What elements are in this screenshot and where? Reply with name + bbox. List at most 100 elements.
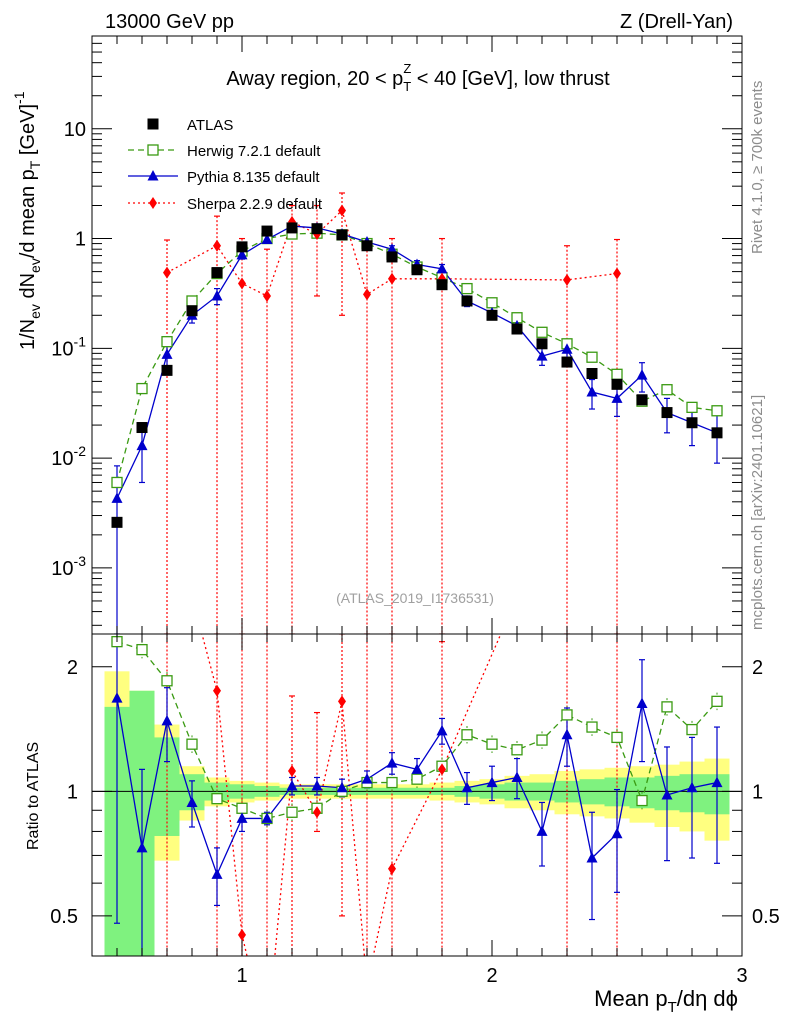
ratio-herwig-point	[511, 744, 523, 756]
ratio-herwig-point	[536, 734, 548, 746]
ratio-y-tick-label-left: 1	[67, 781, 78, 803]
atlas-point	[386, 251, 398, 263]
ratio-y-tick-label-left: 0.5	[50, 906, 78, 928]
ratio-sherpa-point	[238, 928, 246, 941]
header-right: Z (Drell-Yan)	[620, 11, 733, 33]
ratio-pythia-point	[361, 773, 373, 784]
legend: ATLAS Herwig 7.2.1 default Pythia 8.135 de…	[128, 117, 323, 213]
y-tick-label: 10-2	[51, 443, 86, 470]
ratio-herwig-point	[586, 721, 598, 733]
pythia-point	[536, 350, 548, 361]
x-tick-label: 3	[736, 965, 747, 987]
atlas-point	[711, 427, 723, 439]
ratio-sherpa-point	[338, 695, 346, 708]
x-tick-label: 1	[236, 965, 247, 987]
ratio-herwig-point	[161, 675, 173, 687]
herwig-point	[711, 405, 723, 417]
herwig-point	[611, 368, 623, 380]
atlas-point	[311, 223, 323, 235]
ratio-herwig-point	[386, 776, 398, 789]
sherpa-point	[163, 266, 171, 279]
main-panel-plot-area	[111, 192, 723, 634]
ratio-y-tick-label-left: 2	[67, 657, 78, 679]
y-tick-label: 10	[64, 119, 86, 141]
ratio-pythia-point	[561, 728, 573, 740]
atlas-point	[211, 267, 223, 279]
chart-title: Away region, 20 < pZ T < 40 [GeV], low th…	[226, 61, 610, 94]
sherpa-point	[263, 289, 271, 302]
atlas-point	[361, 240, 373, 252]
ratio-sherpa-point	[438, 763, 446, 776]
ratio-sherpa-point	[363, 979, 371, 991]
ratio-pythia-point	[711, 776, 723, 788]
herwig-point	[686, 401, 698, 414]
pythia-point	[436, 262, 448, 274]
atlas-point	[336, 229, 348, 241]
ratio-herwig-point	[461, 729, 473, 741]
pythia-point	[211, 289, 223, 301]
herwig-point	[661, 384, 673, 396]
sherpa-point	[388, 272, 396, 285]
pythia-point	[111, 492, 123, 503]
atlas-point	[586, 367, 598, 379]
ratio-pythia-point	[111, 692, 123, 703]
pythia-point	[611, 392, 623, 403]
pythia-point	[386, 243, 398, 254]
ratio-pythia-point	[611, 827, 623, 839]
sherpa-point	[563, 273, 571, 286]
legend-atlas-marker	[147, 118, 159, 130]
ratio-herwig-point	[561, 709, 573, 721]
sherpa-point	[238, 277, 246, 290]
atlas-point	[686, 417, 698, 429]
x-axis-label: Mean pT/dη dϕ	[594, 986, 738, 1016]
atlas-point	[111, 516, 123, 528]
atlas-point	[186, 305, 198, 317]
legend-label-sherpa: Sherpa 2.2.9 default	[187, 196, 323, 213]
ratio-pythia-point	[311, 780, 323, 791]
herwig-point	[536, 326, 548, 338]
ratio-pythia-point	[186, 796, 198, 807]
ratio-pythia-point	[586, 852, 598, 863]
legend-sherpa-marker	[149, 197, 157, 209]
legend-pythia-marker	[147, 170, 159, 181]
ratio-panel-plot-area	[92, 634, 742, 991]
ratio-sherpa-point	[313, 806, 321, 819]
atlas-point	[611, 378, 623, 390]
ratio-pythia-point	[161, 714, 173, 726]
herwig-point	[111, 476, 123, 489]
sherpa-point	[213, 239, 221, 252]
ratio-sherpa-point	[288, 764, 296, 777]
ratio-pythia-point	[261, 812, 273, 823]
atlas-point	[486, 309, 498, 321]
analysis-watermark: (ATLAS_2019_I1736531)	[336, 590, 494, 606]
main-y-axis-label: 1/Nev dNev/d mean pT [GeV]-1	[11, 91, 43, 350]
ratio-herwig-point	[636, 794, 648, 807]
atlas-point	[511, 323, 523, 335]
ratio-pythia-point	[286, 780, 298, 791]
ratio-pythia-point	[211, 868, 223, 879]
ratio-pythia-point	[411, 763, 423, 774]
ratio-panel-frame	[91, 633, 743, 957]
herwig-point	[486, 297, 498, 309]
pythia-point	[136, 439, 148, 451]
legend-label-herwig: Herwig 7.2.1 default	[187, 143, 321, 160]
ratio-herwig-point	[286, 806, 298, 818]
herwig-point	[461, 282, 473, 295]
sherpa-point	[338, 204, 346, 217]
pythia-point	[161, 348, 173, 359]
ratio-herwig-point	[711, 695, 723, 707]
ratio-sherpa-point	[213, 684, 221, 697]
atlas-point	[236, 241, 248, 253]
main-panel-axes: 10-3 10-2 10-1 1 10	[51, 35, 743, 634]
pythia-point	[261, 233, 273, 245]
mcplots-label: mcplots.cern.ch [arXiv:2401.10621]	[749, 395, 766, 630]
atlas-point	[561, 356, 573, 368]
ratio-pythia-point	[636, 697, 648, 709]
ratio-herwig-point	[661, 701, 673, 713]
herwig-point	[186, 295, 198, 307]
y-tick-label: 10-3	[51, 553, 86, 580]
pythia-point	[636, 369, 648, 380]
ratio-herwig-point	[411, 773, 423, 785]
ratio-pythia-point	[686, 781, 698, 793]
